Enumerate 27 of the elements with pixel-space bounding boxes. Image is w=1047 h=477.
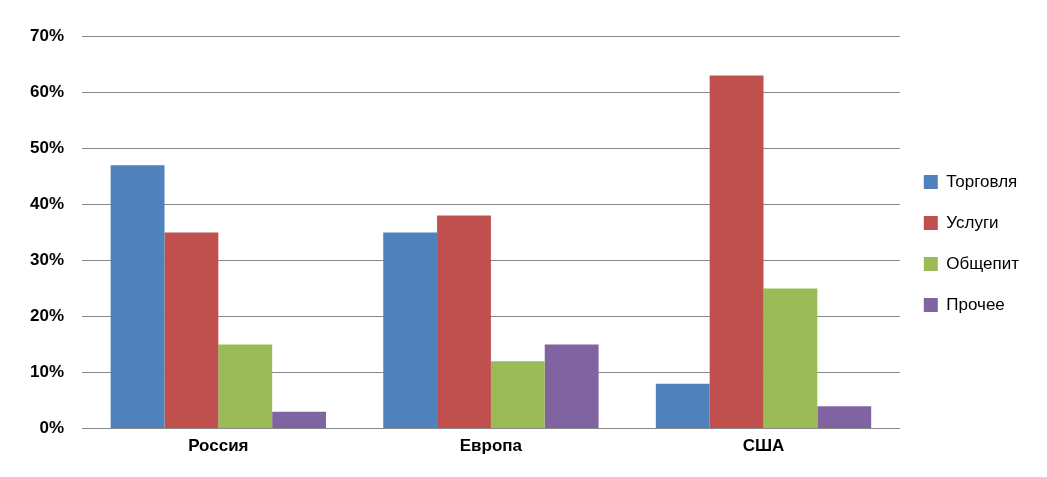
bar — [110, 165, 165, 429]
bar — [164, 232, 219, 429]
bar — [218, 344, 273, 429]
bar — [817, 406, 872, 429]
bar — [490, 361, 545, 429]
bar — [763, 288, 818, 429]
y-tick-label: 50% — [29, 138, 65, 157]
legend-label: Торговля — [946, 171, 1018, 191]
bar — [709, 75, 764, 429]
x-tick-label: США — [742, 436, 785, 456]
x-tick-label: Россия — [188, 436, 249, 456]
bar — [437, 215, 491, 429]
legend-label: Прочее — [946, 294, 1005, 314]
y-tick-label: 0% — [39, 418, 65, 438]
bar — [272, 411, 326, 429]
legend-label: Услуги — [946, 212, 999, 232]
y-tick-label: 20% — [29, 306, 65, 326]
y-tick-label: 40% — [29, 194, 65, 214]
y-tick-label: 30% — [29, 250, 65, 270]
y-tick-label: 10% — [29, 362, 65, 382]
y-tick-label: 60% — [29, 81, 65, 101]
x-tick-label: Европа — [459, 436, 523, 456]
legend-label: Общепит — [946, 253, 1020, 273]
bar — [544, 344, 599, 429]
bar — [655, 383, 710, 429]
bar — [383, 232, 438, 429]
y-tick-label: 70% — [29, 25, 65, 45]
